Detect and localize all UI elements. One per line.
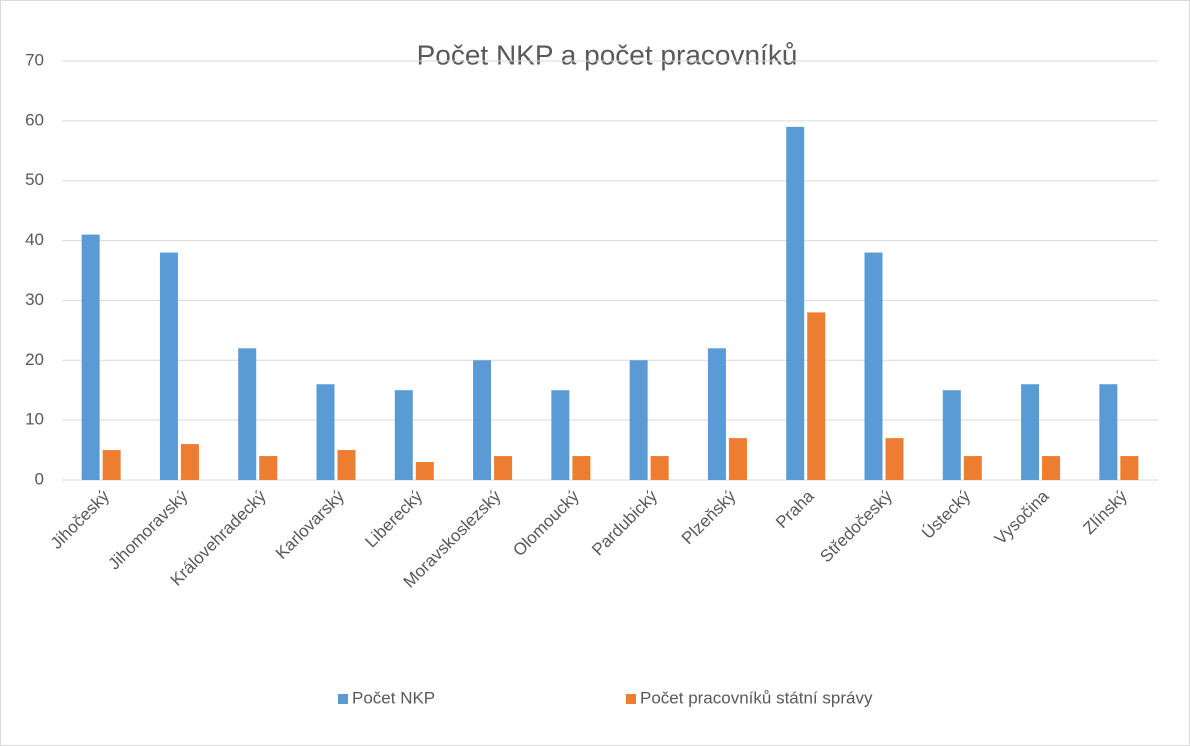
bar <box>864 252 883 480</box>
bar <box>316 384 335 480</box>
y-tick-label: 30 <box>25 290 44 309</box>
bar <box>707 348 726 480</box>
legend-label: Počet pracovníků státní správy <box>640 688 873 707</box>
bar <box>415 462 434 480</box>
bar <box>102 450 121 480</box>
bar <box>551 390 570 480</box>
bar <box>337 450 356 480</box>
bar <box>473 360 492 480</box>
bar <box>180 444 199 480</box>
chart-title: Počet NKP a počet pracovníků <box>417 39 798 70</box>
bar <box>81 234 100 480</box>
bar <box>1021 384 1040 480</box>
y-tick-label: 20 <box>25 350 44 369</box>
bar <box>572 456 591 480</box>
y-tick-label: 40 <box>25 230 44 249</box>
legend-swatch <box>338 694 348 704</box>
legend-swatch <box>626 694 636 704</box>
y-tick-label: 10 <box>25 410 44 429</box>
bar <box>728 438 747 480</box>
bar <box>238 348 257 480</box>
bar <box>786 126 805 480</box>
y-tick-label: 50 <box>25 170 44 189</box>
y-tick-label: 0 <box>35 469 44 488</box>
legend-label: Počet NKP <box>352 688 435 707</box>
y-tick-label: 70 <box>25 50 44 69</box>
bar <box>629 360 648 480</box>
bar <box>942 390 961 480</box>
bar <box>259 456 278 480</box>
bar <box>494 456 513 480</box>
bar <box>1120 456 1139 480</box>
bar <box>807 312 826 480</box>
bar <box>1042 456 1061 480</box>
bar <box>394 390 413 480</box>
bar <box>963 456 982 480</box>
y-tick-label: 60 <box>25 110 44 129</box>
bar <box>1099 384 1118 480</box>
bar <box>159 252 178 480</box>
bar <box>650 456 669 480</box>
bar <box>885 438 904 480</box>
